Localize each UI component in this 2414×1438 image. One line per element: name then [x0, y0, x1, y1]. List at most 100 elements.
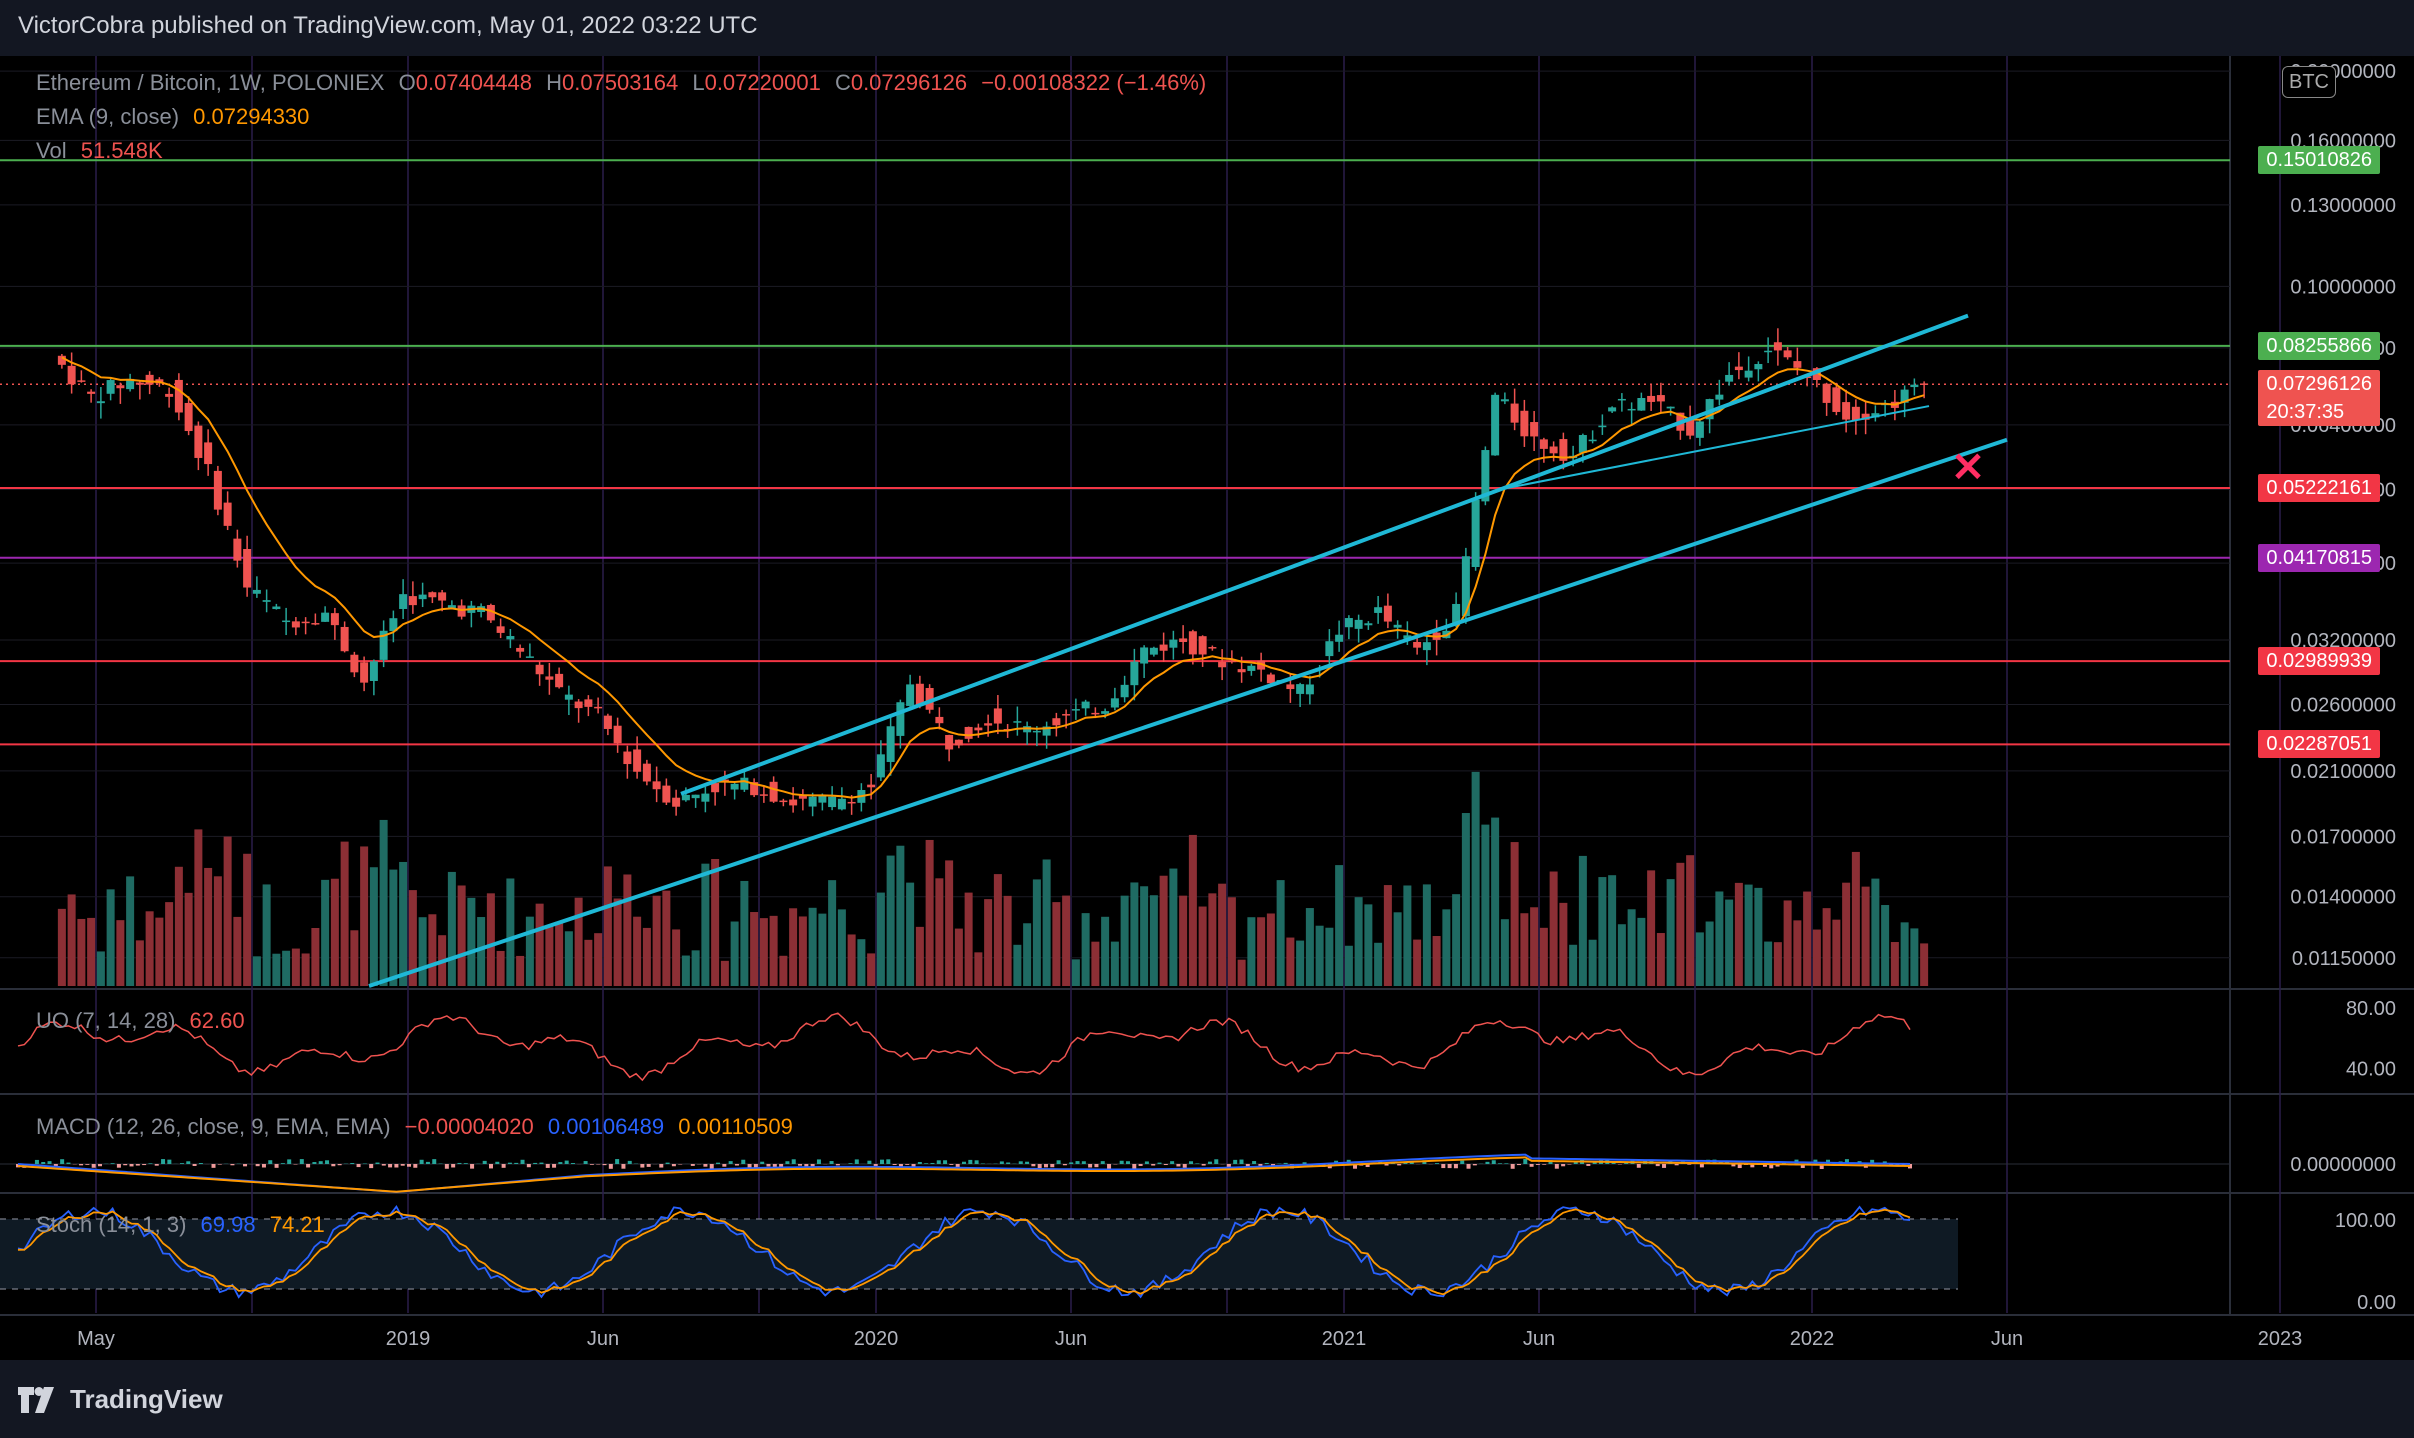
macd-hist-bar: [306, 1164, 311, 1168]
volume-bar: [96, 951, 105, 986]
legend-stoch-name: Stoch (14, 1, 3): [36, 1212, 187, 1237]
stoch-d-line: [17, 1208, 1911, 1296]
volume-bar: [67, 894, 76, 986]
macd-hist-bar: [274, 1164, 279, 1168]
volume-bar: [272, 953, 281, 986]
macd-hist-bar: [1870, 1159, 1875, 1164]
candle-body: [1588, 439, 1597, 442]
candle-body: [623, 751, 632, 765]
macd-hist-bar: [1094, 1164, 1099, 1168]
tradingview-brand[interactable]: TradingView: [18, 1384, 223, 1415]
macd-hist-bar: [1170, 1161, 1175, 1164]
candle-body: [1110, 698, 1119, 708]
macd-hist-bar: [1189, 1161, 1194, 1164]
volume-bar: [1062, 895, 1071, 986]
candle-body: [984, 723, 993, 726]
macd-hist-bar: [1365, 1164, 1370, 1167]
candle-body: [145, 374, 154, 385]
macd-hist-bar: [943, 1160, 948, 1164]
candle-body: [1539, 439, 1548, 449]
candle-body: [701, 793, 710, 802]
volume-bar: [1227, 897, 1236, 986]
candle-body: [750, 782, 759, 796]
volume-bar: [204, 867, 213, 986]
legend-vol-value: 51.548K: [80, 138, 163, 163]
candle-body: [1383, 605, 1392, 622]
volume-bar: [1764, 941, 1773, 986]
candle-body: [1364, 623, 1373, 626]
legend-stoch-k: 69.98: [200, 1212, 256, 1237]
macd-hist-bar: [1769, 1164, 1774, 1169]
macd-hist-bar: [425, 1161, 430, 1164]
uo-tick-label: 80.00: [2346, 998, 2396, 1020]
candle-body: [1910, 384, 1919, 388]
candle-body: [1101, 711, 1110, 714]
candle-body: [126, 378, 135, 390]
macd-hist-bar: [1245, 1164, 1250, 1167]
macd-tick-label: 0.00000000: [2290, 1154, 2396, 1176]
candle-body: [1452, 603, 1461, 626]
candle-body: [1530, 422, 1539, 437]
candle-body: [672, 797, 681, 807]
candle-body: [662, 785, 671, 803]
volume-bar: [1130, 882, 1139, 986]
macd-hist-bar: [1567, 1164, 1572, 1165]
volume-bar: [360, 846, 369, 986]
stoch-tick-label: 0.00: [2357, 1292, 2396, 1314]
macd-hist-bar: [564, 1160, 569, 1164]
volume-bar: [1305, 908, 1314, 986]
time-tick-label: 2023: [2258, 1328, 2303, 1350]
candle-body: [652, 781, 661, 790]
macd-hist-bar: [53, 1164, 58, 1167]
volume-bar: [984, 899, 993, 986]
volume-bar: [1101, 916, 1110, 986]
macd-hist-bar: [60, 1159, 65, 1164]
macd-hist-bar: [1554, 1164, 1559, 1169]
macd-hist-bar: [734, 1164, 739, 1166]
volume-bar: [1208, 893, 1217, 986]
candle-body: [1773, 342, 1782, 351]
macd-hist-bar: [1384, 1164, 1389, 1166]
macd-hist-bar: [526, 1164, 531, 1168]
macd-hist-bar: [1233, 1159, 1238, 1164]
candle-body: [896, 702, 905, 736]
macd-hist-bar: [873, 1164, 878, 1168]
macd-hist-bar: [1138, 1164, 1143, 1166]
candle-body: [496, 626, 505, 633]
candle-body: [321, 612, 330, 622]
macd-hist-bar: [1125, 1161, 1130, 1164]
volume-bar: [1159, 875, 1168, 986]
candle-body: [837, 798, 846, 810]
macd-hist-bar: [728, 1161, 733, 1164]
macd-hist-bar: [1195, 1163, 1200, 1164]
macd-hist-bar: [179, 1163, 184, 1164]
macd-hist-bar: [898, 1164, 903, 1168]
candle-body: [233, 538, 242, 561]
chart-area[interactable]: 0.200000000.160000000.130000000.10000000…: [0, 56, 2414, 1360]
volume-bar: [545, 925, 554, 986]
candle-body: [1032, 730, 1041, 733]
volume-bar: [496, 950, 505, 986]
candle-body: [847, 801, 856, 804]
candle-body: [106, 380, 115, 394]
macd-hist-bar: [1132, 1164, 1137, 1169]
candle-body: [1851, 406, 1860, 421]
volume-bar: [1744, 884, 1753, 986]
volume-bar: [1393, 912, 1402, 986]
candle-body: [974, 727, 983, 731]
macd-hist-bar: [753, 1164, 758, 1169]
volume-bar: [350, 930, 359, 986]
macd-hist-bar: [671, 1164, 676, 1167]
macd-hist-bar: [1636, 1164, 1641, 1168]
volume-bar: [291, 948, 300, 986]
macd-hist-bar: [381, 1164, 386, 1166]
macd-hist-bar: [1674, 1164, 1679, 1166]
macd-hist-bar: [1662, 1164, 1667, 1168]
volume-bar: [798, 916, 807, 986]
legend-uo-name: UO (7, 14, 28): [36, 1008, 176, 1033]
macd-hist-bar: [287, 1159, 292, 1164]
macd-hist-bar: [615, 1159, 620, 1164]
volume-bar: [1432, 936, 1441, 986]
currency-badge[interactable]: BTC: [2282, 66, 2336, 98]
volume-bar: [184, 892, 193, 986]
